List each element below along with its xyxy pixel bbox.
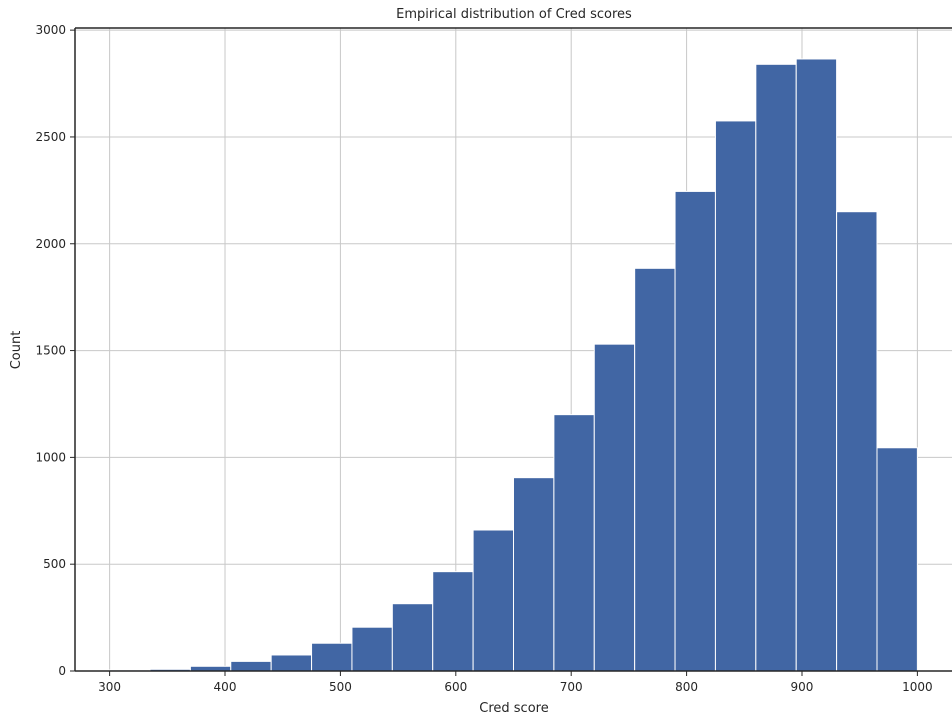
x-tick-label: 400 [214, 680, 237, 694]
histogram-bar [634, 267, 676, 672]
histogram-bar [351, 626, 393, 672]
histogram-bar [230, 660, 272, 672]
x-axis-label: Cred score [479, 701, 548, 716]
y-tick-label: 0 [58, 664, 66, 678]
histogram-bar [472, 529, 515, 672]
histogram-bar [714, 120, 757, 672]
y-tick-label: 1000 [35, 450, 66, 464]
histogram-bar [432, 571, 474, 672]
y-tick-label: 2000 [35, 237, 66, 251]
y-tick-label: 2500 [35, 130, 66, 144]
tick-marks: 300 400 500 600 700 800 900 1000 0 500 1000 1500 200… [35, 23, 932, 694]
x-tick-label: 800 [675, 680, 698, 694]
x-tick-label: 500 [329, 680, 352, 694]
y-axis-label: Count [9, 331, 24, 370]
x-tick-label: 600 [444, 680, 467, 694]
bars [109, 58, 918, 672]
histogram-bar [876, 447, 918, 672]
x-tick-label: 700 [560, 680, 583, 694]
histogram-bar [553, 414, 595, 672]
chart-title: Empirical distribution of Cred scores [396, 7, 632, 22]
y-tick-label: 500 [43, 557, 66, 571]
histogram-bar [270, 654, 313, 672]
histogram-bar [593, 343, 636, 672]
y-tick-label: 3000 [35, 23, 66, 37]
histogram-bar [311, 642, 353, 672]
x-tick-label: 300 [98, 680, 121, 694]
x-tick-label: 1000 [902, 680, 933, 694]
histogram-bar [391, 603, 434, 672]
histogram-bar [836, 211, 878, 672]
histogram-bar [795, 58, 838, 672]
histogram-bar [513, 477, 555, 672]
histogram-bar [674, 190, 716, 672]
histogram-bar [755, 63, 797, 672]
x-tick-label: 900 [791, 680, 814, 694]
y-tick-label: 1500 [35, 344, 66, 358]
